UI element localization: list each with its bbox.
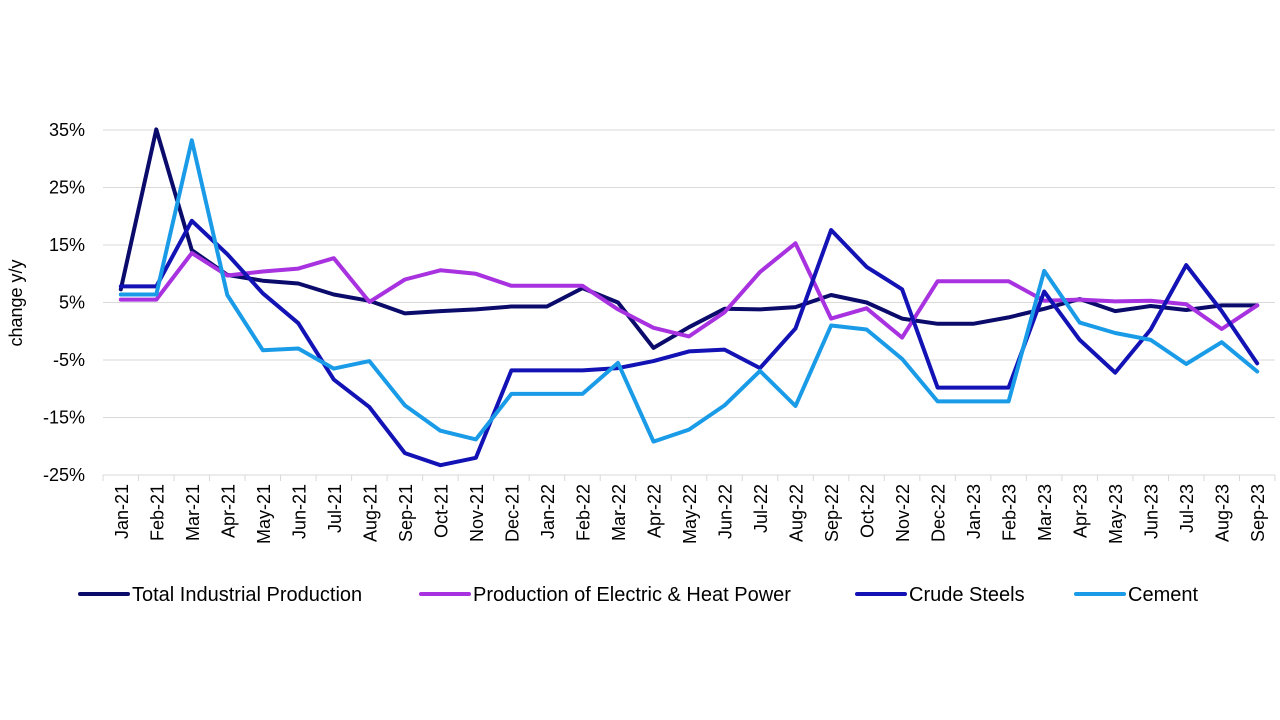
y-tick-label: 25% bbox=[49, 178, 85, 198]
y-tick-label: -15% bbox=[43, 408, 85, 428]
x-tick-label: Jan-21 bbox=[112, 484, 132, 539]
legend: Total Industrial Production Production of… bbox=[78, 584, 1198, 606]
x-tick-label: Apr-21 bbox=[218, 484, 238, 538]
x-tick-label: May-22 bbox=[680, 484, 700, 544]
x-tick-label: Apr-23 bbox=[1071, 484, 1091, 538]
x-tick-label: Aug-23 bbox=[1213, 484, 1233, 542]
x-tick-label: Sep-23 bbox=[1248, 484, 1268, 542]
x-tick-label: Jun-23 bbox=[1142, 484, 1162, 539]
x-tick-label: Dec-21 bbox=[502, 484, 522, 542]
x-tick-label: Aug-21 bbox=[360, 484, 380, 542]
legend-label: Crude Steels bbox=[909, 584, 1025, 606]
y-tick-label: -25% bbox=[43, 465, 85, 485]
y-tick-label: 5% bbox=[59, 293, 85, 313]
series-lines bbox=[118, 127, 1260, 468]
legend-label: Total Industrial Production bbox=[132, 584, 362, 606]
x-tick-label: Jul-23 bbox=[1177, 484, 1197, 533]
series-line-crude-steels bbox=[118, 218, 1260, 468]
x-tick-label: Feb-23 bbox=[1000, 484, 1020, 541]
x-tick-label: Nov-21 bbox=[467, 484, 487, 542]
x-tick-label: Jun-22 bbox=[716, 484, 736, 539]
x-tick-label: Mar-22 bbox=[609, 484, 629, 541]
x-tick-label: Jan-22 bbox=[538, 484, 558, 539]
y-axis: -25% -15% -5% 5% 15% 25% 35% bbox=[43, 120, 85, 485]
x-tick-label: Mar-23 bbox=[1035, 484, 1055, 541]
x-axis: Jan-21 Feb-21 Mar-21 Apr-21 May-21 Jun-21 Jul-… bbox=[102, 475, 1276, 544]
x-tick-label: Sep-21 bbox=[396, 484, 416, 542]
series-line-cement bbox=[118, 138, 1260, 444]
x-tick-label: Feb-21 bbox=[147, 484, 167, 541]
x-tick-label: Apr-22 bbox=[644, 484, 664, 538]
x-tick-label: Aug-22 bbox=[787, 484, 807, 542]
x-tick-label: Feb-22 bbox=[573, 484, 593, 541]
y-tick-label: 35% bbox=[49, 120, 85, 140]
y-tick-label: 15% bbox=[49, 235, 85, 255]
x-tick-label: Nov-22 bbox=[893, 484, 913, 542]
x-tick-label: May-23 bbox=[1106, 484, 1126, 544]
x-tick-label: Oct-21 bbox=[431, 484, 451, 538]
legend-label: Cement bbox=[1128, 584, 1198, 606]
x-tick-label: Oct-22 bbox=[858, 484, 878, 538]
x-tick-label: Jan-23 bbox=[964, 484, 984, 539]
x-tick-label: Sep-22 bbox=[822, 484, 842, 542]
series-line-production-of-electric-heat-power bbox=[118, 241, 1260, 340]
y-tick-label: -5% bbox=[53, 350, 85, 370]
gridlines bbox=[103, 129, 1275, 476]
x-tick-label: Dec-22 bbox=[929, 484, 949, 542]
legend-label: Production of Electric & Heat Power bbox=[473, 584, 791, 606]
x-tick-label: May-21 bbox=[254, 484, 274, 544]
x-tick-label: Jun-21 bbox=[289, 484, 309, 539]
x-tick-label: Jul-22 bbox=[751, 484, 771, 533]
x-tick-label: Mar-21 bbox=[183, 484, 203, 541]
y-axis-title: change y/y bbox=[6, 259, 26, 346]
x-tick-label: Jul-21 bbox=[325, 484, 345, 533]
